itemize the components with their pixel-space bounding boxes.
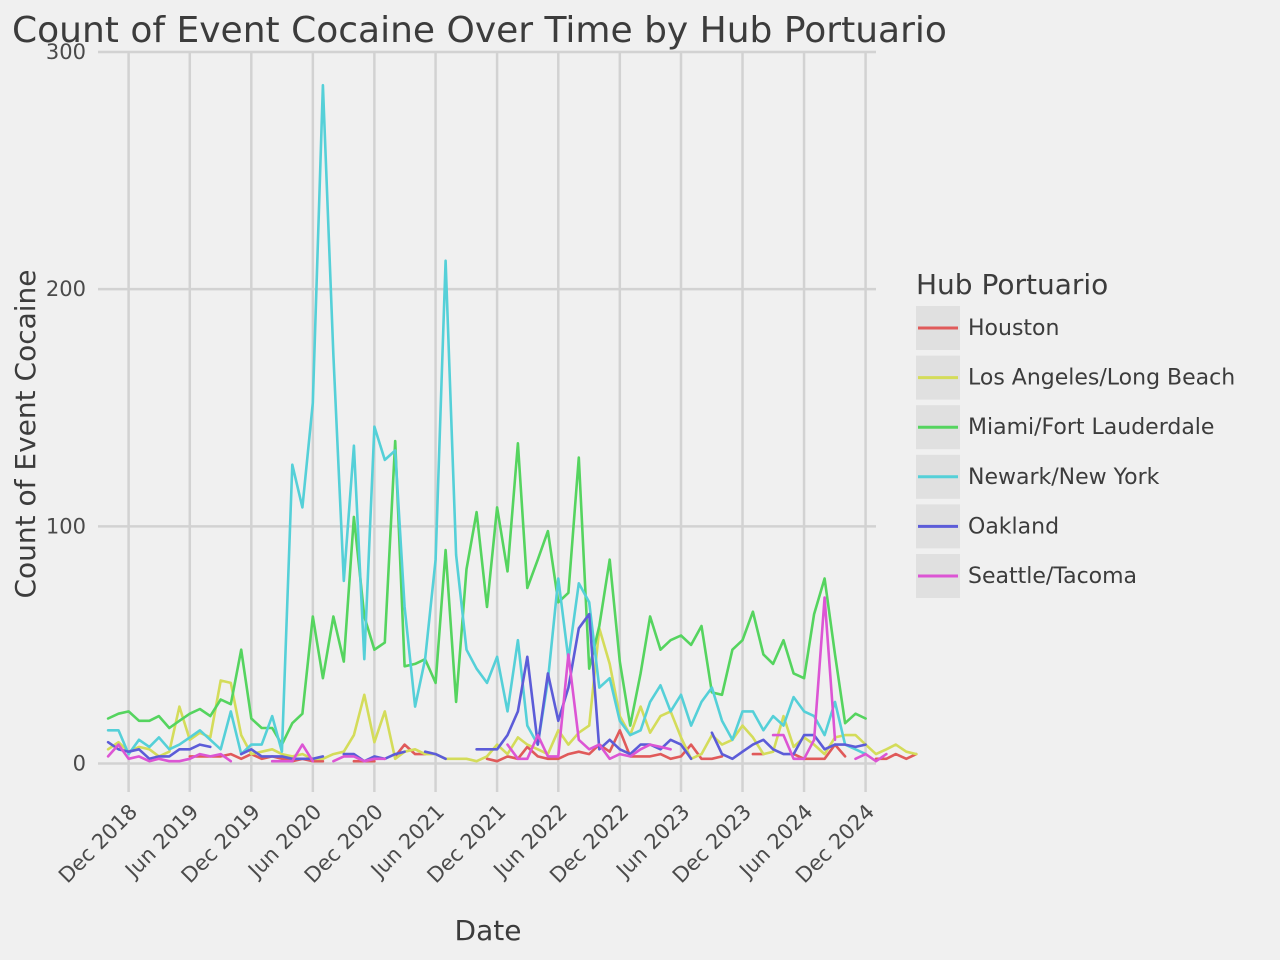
legend-item: Oakland [916,504,1059,549]
y-tick-label: 100 [46,514,86,538]
legend-item: Newark/New York [916,454,1160,499]
legend-label: Houston [968,316,1059,341]
legend-item: Houston [916,306,1059,350]
series-line-miami-fort-lauderdale [106,439,867,746]
chart-title: Count of Event Cocaine Over Time by Hub … [12,10,947,51]
series-line-oakland [106,612,867,763]
legend-item: Seattle/Tacoma [916,554,1137,598]
x-axis-label: Date [455,914,522,947]
y-axis: 0 100 200 300 [46,40,86,776]
y-tick-label: 200 [46,277,86,301]
legend-label: Los Angeles/Long Beach [968,366,1235,391]
legend-label: Newark/New York [968,465,1160,490]
y-tick-label: 300 [46,40,86,64]
series-line-seattle-tacoma [106,596,888,763]
legend-label: Seattle/Tacoma [968,564,1137,589]
legend: Hub Portuario Houston Los Angeles/Long Be… [916,268,1235,598]
y-tick-label: 0 [73,752,86,776]
legend-item: Los Angeles/Long Beach [916,355,1235,400]
y-axis-label: Count of Event Cocaine [9,269,42,598]
legend-item: Miami/Fort Lauderdale [916,405,1214,450]
legend-label: Miami/Fort Lauderdale [968,415,1214,440]
series-lines [106,83,918,763]
legend-label: Oakland [968,514,1059,539]
legend-title: Hub Portuario [916,268,1108,301]
series-line-los-angeles-long-beach [106,627,918,763]
series-line-newark-new-york [106,83,867,756]
legend-items: Houston Los Angeles/Long Beach Miami/Fort … [916,306,1235,598]
